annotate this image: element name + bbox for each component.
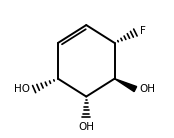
Text: OH: OH (78, 122, 94, 132)
Text: OH: OH (140, 84, 156, 94)
Text: HO: HO (14, 84, 30, 94)
Polygon shape (114, 79, 137, 92)
Text: F: F (140, 26, 145, 36)
